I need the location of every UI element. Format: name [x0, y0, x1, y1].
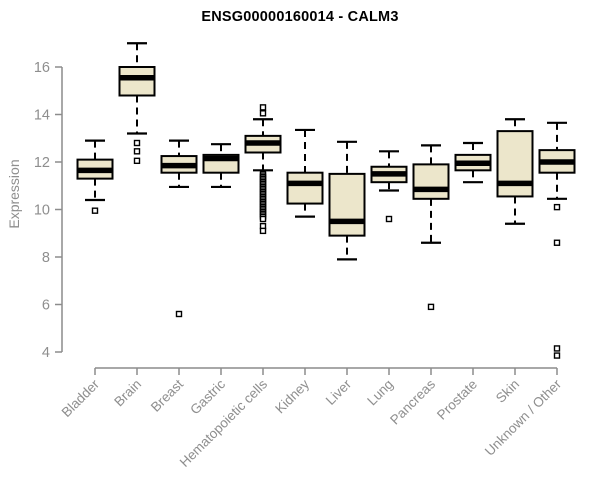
x-tick-label: Breast: [148, 376, 186, 414]
y-tick-label: 10: [34, 203, 50, 219]
y-tick-label: 4: [42, 345, 50, 361]
y-tick-label: 12: [34, 155, 50, 171]
y-tick-label: 8: [42, 250, 50, 266]
outlier-lung: [385, 215, 393, 223]
x-tick-label: Bladder: [59, 376, 103, 420]
x-tick-label: Liver: [323, 376, 355, 408]
outlier-hematopoietic-cells: [259, 227, 267, 235]
outlier-pancreas: [427, 303, 435, 311]
chart-title: ENSG00000160014 - CALM3: [201, 9, 399, 25]
x-tick-label: Brain: [111, 377, 144, 410]
outlier-bladder: [91, 207, 99, 214]
outlier-unknown-other: [553, 352, 561, 359]
outlier-hematopoietic-cells: [259, 104, 267, 111]
x-tick-label: Unknown / Other: [482, 376, 565, 459]
y-tick-label: 6: [42, 298, 50, 314]
outlier-hematopoietic-cells: [259, 110, 267, 117]
outlier-brain: [133, 139, 141, 147]
outlier-brain: [133, 148, 141, 155]
box-kidney: [286, 171, 324, 205]
x-tick-label: Pancreas: [387, 376, 438, 427]
box-brain: [118, 66, 156, 97]
box-liver: [328, 172, 366, 237]
y-tick-label: 14: [34, 108, 50, 124]
x-tick-label: Skin: [493, 377, 522, 406]
outlier-unknown-other: [553, 239, 561, 246]
x-tick-label: Gastric: [187, 376, 228, 417]
outlier-brain: [133, 157, 141, 165]
x-tick-label: Kidney: [272, 376, 312, 416]
box-pancreas: [412, 163, 450, 200]
outlier-breast: [175, 310, 183, 318]
y-tick-label: 16: [34, 60, 50, 76]
outlier-unknown-other: [553, 345, 561, 352]
box-skin: [496, 130, 534, 198]
outlier-unknown-other: [553, 203, 561, 211]
x-tick-label: Prostate: [434, 377, 480, 423]
outlier-hematopoietic-cells: [259, 215, 267, 223]
x-tick-label: Lung: [364, 377, 396, 409]
